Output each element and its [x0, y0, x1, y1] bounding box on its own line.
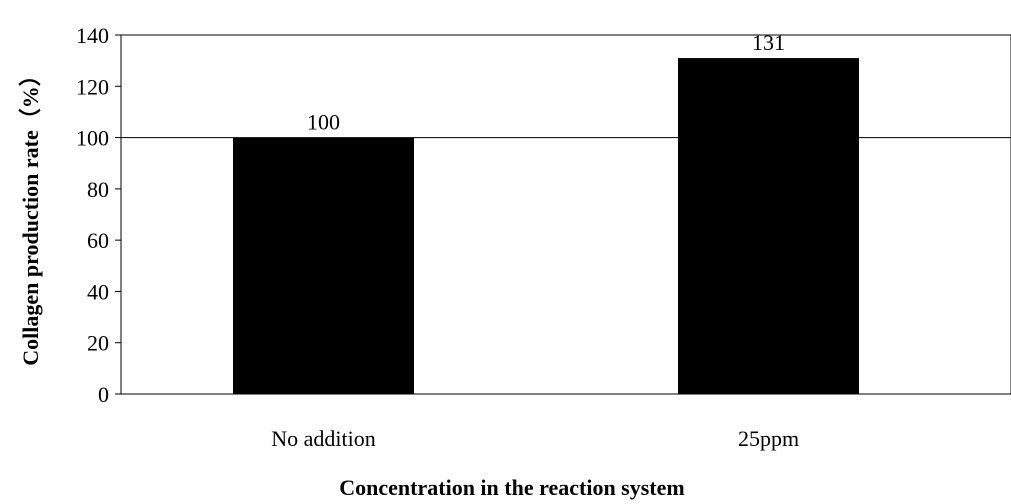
data-label: 131 — [752, 30, 785, 55]
y-tick-label: 120 — [76, 74, 109, 99]
data-labels-group: 100 131 — [307, 30, 785, 134]
bar — [233, 137, 414, 395]
y-tick-label: 40 — [87, 279, 109, 304]
y-tick-label: 60 — [87, 228, 109, 253]
y-tick-label: 80 — [87, 177, 109, 202]
x-category-label: No addition — [271, 426, 376, 451]
bars-group — [233, 58, 859, 395]
bar — [678, 58, 859, 394]
x-axis-title: Concentration in the reaction system — [339, 475, 684, 500]
plot-frame — [120, 34, 1011, 395]
y-tick-label: 0 — [98, 382, 109, 407]
y-tick-label: 140 — [76, 23, 109, 48]
data-label: 100 — [307, 110, 340, 135]
x-category-label: 25ppm — [738, 426, 799, 451]
y-axis-title: Collagen production rate（%） — [18, 64, 43, 365]
y-tick-label: 20 — [87, 331, 109, 356]
y-tick-label: 100 — [76, 126, 109, 151]
x-category-labels: No addition 25ppm — [271, 426, 799, 451]
y-axis-ticks: 0 20 40 60 80 100 120 140 — [76, 23, 121, 407]
